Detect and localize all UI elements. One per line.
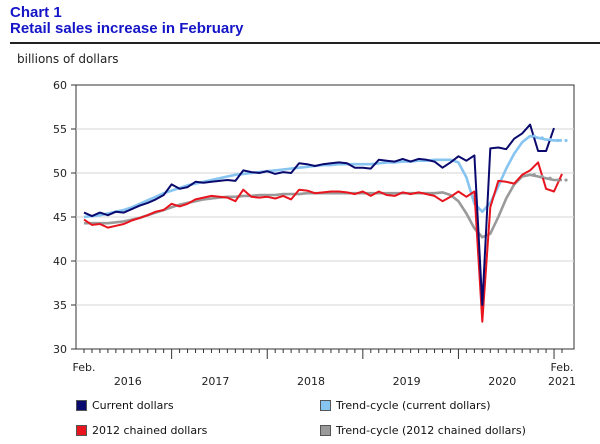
x-end-label: Feb. [551,361,574,374]
trend-tail-dot-3 [548,176,552,180]
legend-item-current: Current dollars [76,399,174,412]
chart-number: Chart 1 [10,4,62,21]
chart-title: Retail sales increase in February [10,20,244,37]
x-year-label: 2021 [548,375,576,388]
trend-tail-dot-3 [532,173,536,177]
legend-label-trend-current: Trend-cycle (current dollars) [336,399,491,412]
series-line-2 [83,161,563,323]
trend-tail-dot-3 [540,174,544,179]
trend-tail-dot-1 [532,134,536,138]
legend-item-trend-chained: Trend-cycle (2012 chained dollars) [320,424,526,437]
legend-item-chained: 2012 chained dollars [76,424,207,437]
trend-tail-dot-1 [540,136,544,140]
y-tick-label: 35 [53,299,67,312]
y-tick-label: 40 [53,255,67,268]
trend-tail-dot-1 [548,137,552,142]
legend-swatch-trend-current [320,400,331,411]
x-start-label: Feb. [73,361,96,374]
legend-swatch-trend-chained [320,425,331,436]
legend-label-trend-chained: Trend-cycle (2012 chained dollars) [336,424,526,437]
x-year-label: 2020 [488,375,516,388]
trend-tail-dot-1 [556,138,560,143]
y-tick-label: 30 [53,343,67,356]
y-tick-label: 55 [53,123,67,136]
y-tick-label: 45 [53,211,67,224]
units-label: billions of dollars [17,52,119,66]
legend-label-current: Current dollars [92,399,174,412]
trend-tail-dot-3 [556,178,560,182]
x-year-label: 2016 [114,375,142,388]
legend-swatch-current [76,400,87,411]
legend-item-trend-current: Trend-cycle (current dollars) [320,399,491,412]
y-tick-label: 50 [53,167,67,180]
legend-swatch-chained [76,425,87,436]
trend-tail-dot-1 [564,138,568,143]
legend-label-chained: 2012 chained dollars [92,424,208,437]
series-line-0 [83,123,555,306]
chart-title-block: Chart 1 Retail sales increase in Februar… [10,5,243,37]
title-divider [10,42,600,44]
x-year-label: 2018 [297,375,325,388]
y-tick-label: 60 [53,79,67,92]
x-year-label: 2019 [393,375,421,388]
x-year-label: 2017 [201,375,229,388]
trend-tail-dot-3 [564,178,568,182]
